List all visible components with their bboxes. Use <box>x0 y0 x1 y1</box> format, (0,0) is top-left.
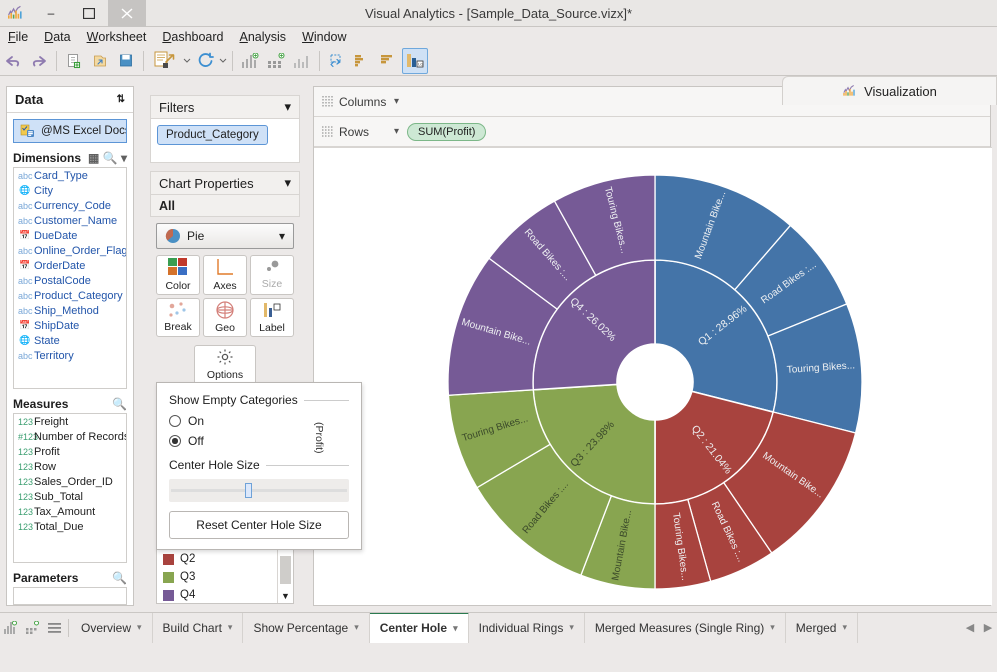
svg-text:LG: LG <box>418 62 423 67</box>
